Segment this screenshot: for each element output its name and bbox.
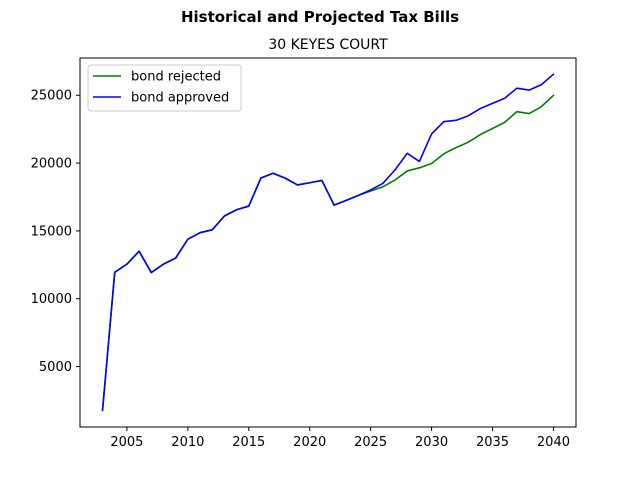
x-tick-label: 2030	[415, 435, 448, 450]
y-tick-label: 25000	[31, 89, 72, 104]
figure-suptitle: Historical and Projected Tax Bills	[181, 8, 459, 26]
axes-frame	[79, 57, 577, 428]
legend-label-bond-rejected: bond rejected	[131, 70, 221, 85]
series-line-bond-approved	[101, 73, 555, 412]
legend-label-bond-approved: bond approved	[131, 91, 229, 106]
x-tick-label: 2020	[293, 435, 326, 450]
y-tick-label: 15000	[31, 224, 72, 239]
legend-entry-bond-rejected: bond rejected	[93, 70, 221, 85]
y-axis: 5000 10000 15000 20000 25000	[31, 89, 80, 375]
y-tick-label: 5000	[39, 360, 72, 375]
x-tick-label: 2025	[354, 435, 387, 450]
chart-title: 30 KEYES COURT	[268, 37, 388, 53]
legend-box	[87, 64, 242, 112]
x-tick-label: 2035	[476, 435, 509, 450]
plot-area: 2005 2010 2015 2020 2025 2030 2035 2040 5000 100…	[31, 57, 577, 450]
x-tick-label: 2005	[110, 435, 143, 450]
x-tick-label: 2015	[232, 435, 265, 450]
x-tick-label: 2010	[171, 435, 204, 450]
legend: bond rejected bond approved	[87, 64, 242, 112]
y-tick-label: 20000	[31, 157, 72, 172]
x-tick-label: 2040	[537, 435, 570, 450]
series-layer	[101, 73, 555, 412]
legend-entry-bond-approved: bond approved	[93, 91, 229, 106]
x-axis: 2005 2010 2015 2020 2025 2030 2035 2040	[110, 427, 570, 450]
y-tick-label: 10000	[31, 292, 72, 307]
